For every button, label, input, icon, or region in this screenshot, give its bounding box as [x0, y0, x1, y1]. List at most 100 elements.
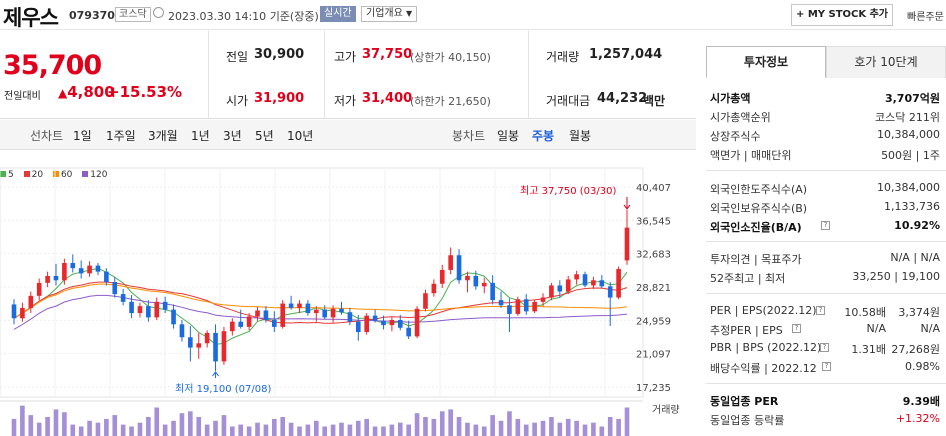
- volume-bar: [616, 418, 621, 436]
- candle-body: [515, 299, 521, 314]
- candle: [188, 326, 193, 362]
- volume-bar: [599, 426, 605, 436]
- ma-legend: 5 20 60 120: [0, 170, 114, 180]
- candle-body: [574, 274, 579, 280]
- candle-body: [423, 293, 428, 309]
- candle: [112, 276, 118, 298]
- candle: [305, 300, 311, 316]
- candle-weekly[interactable]: 주봉: [532, 129, 555, 143]
- candle: [230, 318, 235, 336]
- info-mid-value: 10.58배: [844, 306, 886, 319]
- legend-swatch: [82, 171, 89, 177]
- volume-bar: [582, 424, 588, 436]
- volume-bar: [372, 426, 378, 436]
- candle: [313, 306, 319, 322]
- candle: [297, 300, 302, 314]
- candle-body: [448, 255, 453, 270]
- candle: [591, 276, 596, 289]
- volume-label: 거래량: [546, 50, 580, 64]
- candle: [565, 275, 571, 295]
- price-summary: 35,700 전일대비 ▲4,800 +15.53% 전일 30,900 고가 …: [0, 31, 696, 119]
- candle: [599, 275, 605, 289]
- candle-body: [381, 320, 386, 326]
- period-10y[interactable]: 10년: [287, 129, 314, 143]
- volume-bar: [540, 420, 546, 436]
- company-info-dropdown[interactable]: 기업개요 ▼: [361, 6, 418, 22]
- fast-order-link[interactable]: 빠른주문: [907, 12, 944, 23]
- candle-daily[interactable]: 일봉: [497, 129, 520, 143]
- info-key: PBR | BPS (2022.12): [710, 341, 822, 354]
- info-key: 액면가 | 매매단위: [710, 149, 792, 162]
- candle: [507, 298, 512, 333]
- amount-value: 44,232: [597, 91, 648, 106]
- info-row: 동일업종 등락률 +1.32%: [706, 410, 946, 428]
- candle-body: [339, 308, 344, 313]
- tab-investment-info[interactable]: 투자정보: [706, 46, 826, 78]
- candle-monthly[interactable]: 월봉: [569, 129, 592, 143]
- period-1d[interactable]: 1일: [73, 129, 92, 143]
- stock-code: 079370: [69, 9, 115, 22]
- candle-body: [330, 308, 336, 318]
- volume-bar: [255, 422, 260, 436]
- candle: [389, 317, 395, 332]
- volume-bar: [154, 407, 160, 436]
- prev-label: 전일: [226, 50, 249, 64]
- help-icon[interactable]: ?: [822, 362, 831, 371]
- volume-bar: [297, 426, 302, 436]
- help-icon[interactable]: ?: [821, 221, 830, 230]
- candle-body: [36, 282, 42, 296]
- volume-bar: [498, 420, 504, 436]
- period-1w[interactable]: 1주일: [106, 129, 136, 143]
- candle-body: [565, 279, 571, 292]
- candle-body: [263, 310, 269, 320]
- candle-body: [355, 321, 361, 333]
- candle: [557, 280, 563, 298]
- price-chart[interactable]: 40,407 36,545 32,683 28,821 24,959 21,097 17,2…: [0, 166, 696, 436]
- candle: [381, 315, 386, 330]
- candle-body: [230, 321, 235, 332]
- candle-body: [507, 305, 512, 314]
- candle-body: [162, 301, 168, 310]
- volume-bar: [221, 415, 227, 436]
- divider: [706, 293, 946, 294]
- legend-ma20: 20: [23, 170, 43, 180]
- volume-bar: [305, 424, 311, 436]
- help-icon[interactable]: ?: [792, 324, 801, 333]
- candle: [45, 271, 50, 288]
- help-icon[interactable]: ?: [820, 343, 829, 352]
- volume-bar: [45, 417, 50, 436]
- candle: [532, 300, 537, 314]
- candle: [322, 305, 328, 320]
- tab-orderbook[interactable]: 호가 10단계: [826, 46, 946, 78]
- volume-bar: [95, 422, 101, 436]
- period-1y[interactable]: 1년: [191, 129, 210, 143]
- volume-bar: [120, 424, 126, 436]
- candle-body: [322, 309, 328, 318]
- info-value: 3,707억원: [884, 92, 940, 105]
- help-icon[interactable]: ?: [816, 306, 825, 315]
- candle-body: [11, 304, 17, 319]
- info-key: 외국인한도주식수(A): [710, 183, 808, 196]
- volume-bar: [414, 413, 420, 436]
- ma-line-120: [13, 294, 628, 330]
- period-5y[interactable]: 5년: [255, 129, 274, 143]
- candle: [355, 314, 361, 341]
- volume-bar: [557, 422, 563, 436]
- period-3y[interactable]: 3년: [223, 129, 242, 143]
- period-3m[interactable]: 3개월: [148, 129, 178, 143]
- add-mystock-button[interactable]: + MY STOCK 추가: [791, 4, 893, 26]
- volume-bar: [62, 412, 67, 436]
- realtime-badge[interactable]: 실시간: [320, 6, 356, 22]
- y-tick-label: 40,407: [636, 183, 671, 194]
- candle-body: [146, 306, 151, 318]
- candle-body: [104, 271, 109, 283]
- candle: [423, 289, 428, 312]
- info-row: 투자의견 | 목표주가 N/A | N/A: [706, 249, 946, 267]
- volume-bar: [238, 424, 244, 436]
- volume-bar: [112, 415, 118, 436]
- candle-body: [389, 319, 395, 326]
- volume-bar: [28, 415, 34, 436]
- volume-bar: [196, 417, 202, 436]
- candle: [171, 304, 176, 329]
- volume-bar: [389, 424, 395, 436]
